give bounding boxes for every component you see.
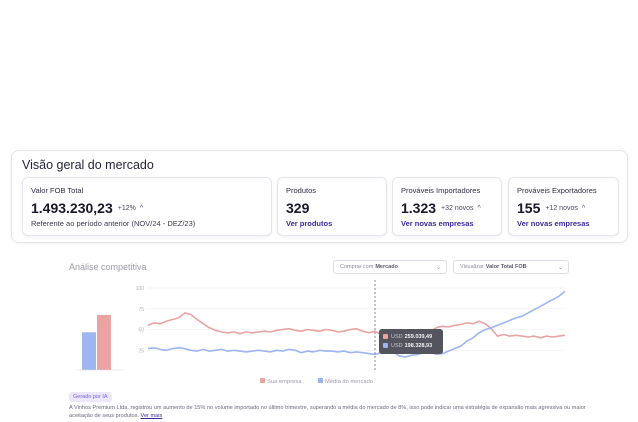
overview-title: Visão geral do mercado (22, 158, 154, 172)
card-label: Valor FOB Total (31, 186, 84, 195)
legend-label-market: Média do mercado (325, 379, 373, 385)
y-tick-label: 100 (136, 286, 145, 292)
compare-select-prefix: Comprar com (340, 264, 374, 270)
tooltip-market-value: 198.328,93 (404, 342, 433, 349)
chevron-down-icon: ⌄ (435, 265, 441, 271)
competitive-chart[interactable]: 100 75 50 25 Sua empresa Média do mercado (0, 250, 638, 422)
market-swatch (383, 343, 388, 348)
card-delta: +12% (117, 204, 136, 212)
see-new-exporters-link[interactable]: Ver novas empresas (517, 219, 590, 228)
ai-summary: A Vinhos Premium Ltda. registrou um aume… (69, 405, 589, 420)
chevron-up-icon: ^ (139, 204, 144, 212)
card-exporters: Prováveis Exportadores 155 +12 novos ^ V… (508, 177, 619, 236)
compare-select-value: Mercado (375, 264, 398, 270)
card-importers: Prováveis Importadores 1.323 +32 novos ^… (392, 177, 502, 236)
bar-market (82, 332, 96, 370)
tooltip-currency: USD (391, 342, 403, 349)
series-line-market (147, 290, 566, 358)
tooltip-company-value: 259.039,49 (404, 333, 433, 340)
series-line-company (147, 312, 566, 339)
competitive-analysis-panel: Análise competitiva Comprar com Mercado … (0, 250, 638, 422)
chevron-up-icon: ^ (477, 204, 481, 212)
chevron-down-icon: ⌄ (557, 265, 563, 271)
ai-generated-badge: Gerado por IA (69, 392, 112, 402)
analysis-title: Análise competitiva (69, 262, 147, 272)
card-value: 1.323 (401, 200, 437, 216)
tooltip-currency: USD (391, 333, 403, 340)
y-tick-label: 75 (138, 307, 144, 313)
compare-with-select[interactable]: Comprar com Mercado ⌄ (333, 260, 447, 274)
view-select-prefix: Visualizar (460, 264, 484, 270)
market-overview-panel: Visão geral do mercado Valor FOB Total 1… (11, 150, 628, 243)
see-products-link[interactable]: Ver produtos (286, 219, 333, 228)
bar-company (97, 314, 111, 370)
ai-summary-text: A Vinhos Premium Ltda. registrou um aume… (69, 405, 586, 419)
view-metric-select[interactable]: Visualizar Valor Total FOB ⌄ (453, 260, 569, 274)
card-value: 1.493.230,23 (31, 200, 113, 216)
chevron-up-icon: ^ (581, 204, 586, 212)
see-more-link[interactable]: Ver mais (140, 412, 163, 419)
card-label: Prováveis Importadores (401, 186, 481, 195)
see-new-importers-link[interactable]: Ver novas empresas (401, 219, 474, 228)
view-select-value: Valor Total FOB (485, 264, 527, 270)
card-delta: +12 novos (545, 204, 578, 212)
y-tick-label: 25 (138, 348, 144, 354)
card-value: 329 (286, 200, 310, 216)
card-label: Prováveis Exportadores (517, 186, 597, 195)
chart-tooltip: USD 259.039,49 USD 198.328,93 (379, 329, 443, 354)
y-tick-label: 50 (138, 328, 144, 334)
legend-swatch-company (260, 378, 265, 383)
card-fob-total: Valor FOB Total 1.493.230,23 +12% ^ Refe… (22, 177, 272, 236)
legend-swatch-market (318, 378, 323, 383)
company-swatch (383, 334, 388, 339)
card-label: Produtos (286, 186, 317, 195)
legend-label-company: Sua empresa (267, 379, 302, 385)
card-products: Produtos 329 Ver produtos (277, 177, 387, 236)
card-delta: +32 novos (441, 204, 474, 212)
card-period-note: Referente ao período anterior (NOV/24 - … (31, 219, 196, 228)
card-value: 155 (517, 200, 541, 216)
